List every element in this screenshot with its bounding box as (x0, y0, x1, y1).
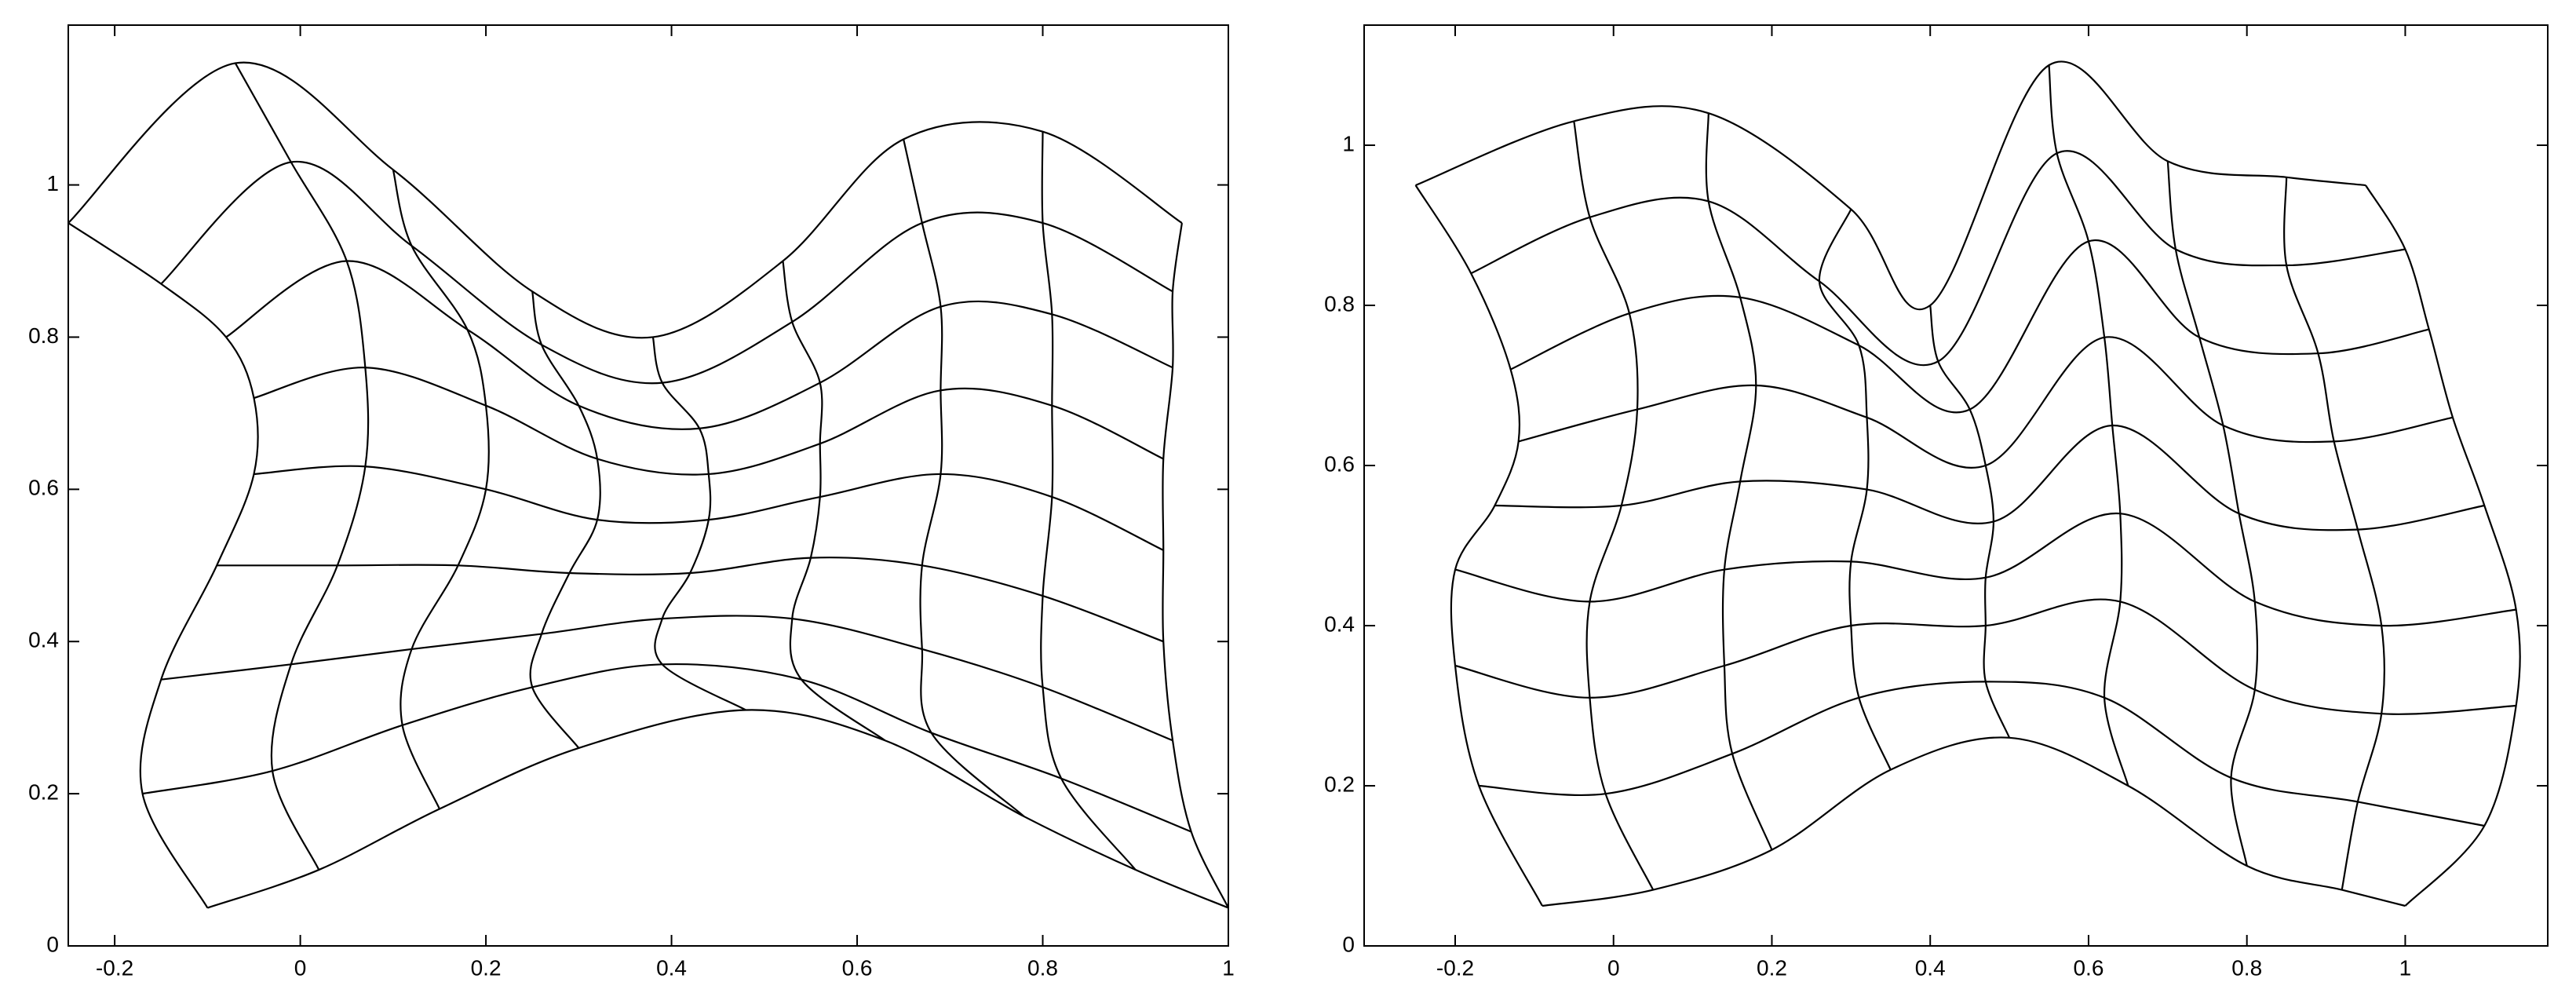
mesh-line (529, 291, 601, 749)
y-tick-label: 0.4 (28, 628, 59, 652)
y-tick-label: 0 (46, 932, 59, 956)
mesh-line (1415, 60, 2366, 311)
x-tick-label: 0.4 (1915, 955, 1946, 980)
mesh-line (1040, 131, 1137, 871)
mesh-line (1518, 336, 2454, 469)
x-tick-label: 0 (1607, 955, 1620, 980)
mesh-line (1414, 184, 1543, 907)
axes-box (1363, 24, 2549, 947)
y-tick-label: 0 (1342, 932, 1355, 956)
x-tick-label: 0.8 (2231, 955, 2262, 980)
y-tick-label: 0.8 (1324, 291, 1355, 316)
mesh-line (1929, 305, 2011, 739)
x-tick-label: 1 (1222, 955, 1235, 980)
mesh-line (160, 160, 1173, 385)
x-tick-label: 0.2 (1757, 955, 1787, 980)
mesh-line (903, 139, 1025, 818)
y-tick-label: 0.6 (28, 476, 59, 500)
mesh-line (1542, 736, 2406, 907)
y-tick-label: 1 (46, 171, 59, 195)
mesh-line (68, 222, 259, 909)
x-tick-label: 0.4 (656, 955, 687, 980)
mesh-line (1479, 681, 2485, 827)
mesh-line (1494, 424, 2485, 531)
mesh-line (1818, 209, 1892, 771)
x-tick-label: 0.8 (1027, 955, 1058, 980)
mesh-line (1510, 239, 2429, 414)
mesh-line (234, 62, 370, 871)
axes-box (68, 24, 1229, 947)
x-tick-label: 0.6 (2073, 955, 2103, 980)
mesh-line (1573, 121, 1655, 891)
x-tick-label: 0.6 (842, 955, 873, 980)
x-tick-label: -0.2 (1436, 955, 1474, 980)
x-tick-label: -0.2 (96, 955, 133, 980)
mesh-line (2365, 184, 2521, 907)
mesh-line (142, 663, 1192, 833)
mesh-line (2166, 161, 2259, 867)
mesh-line (782, 261, 886, 742)
y-tick-label: 1 (1342, 131, 1355, 155)
x-tick-label: 0.2 (471, 955, 502, 980)
mesh-line (392, 169, 490, 809)
mesh-line (651, 337, 746, 711)
y-tick-label: 0.4 (1324, 612, 1355, 636)
mesh-line (254, 367, 1164, 476)
x-tick-label: 0 (294, 955, 307, 980)
mesh-line (217, 557, 1164, 643)
mesh-line (1470, 150, 2406, 367)
mesh-line (1705, 113, 1773, 851)
y-tick-label: 0.2 (28, 780, 59, 805)
y-tick-label: 0.2 (1324, 772, 1355, 796)
mesh-line (2048, 64, 2129, 787)
mesh-line (68, 61, 1183, 339)
mesh-line (1162, 222, 1229, 909)
y-tick-label: 0.8 (28, 323, 59, 348)
y-tick-label: 0.6 (1324, 451, 1355, 476)
mesh-line (2283, 177, 2386, 890)
x-tick-label: 1 (2399, 955, 2412, 980)
